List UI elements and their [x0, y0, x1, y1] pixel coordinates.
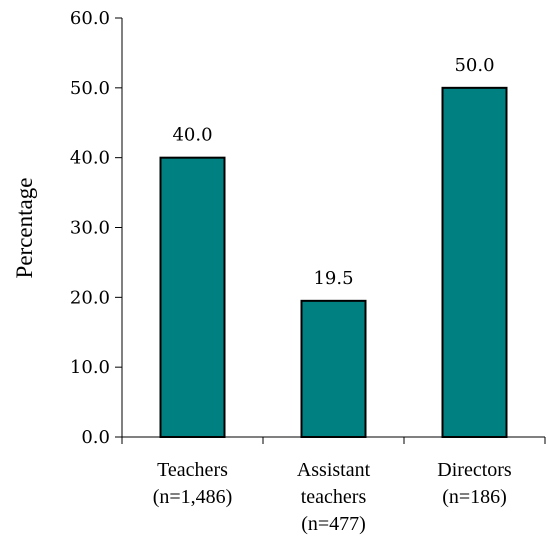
bar	[159, 156, 226, 439]
y-tick-label: 30.0	[70, 218, 110, 239]
category-label: (n=1,486)	[153, 486, 233, 508]
bars	[159, 86, 508, 439]
y-tick-label: 40.0	[70, 148, 110, 169]
y-axis-title: Percentage	[12, 178, 37, 279]
category-labels: Teachers (n=1,486) Assistant teachers (n=477…	[153, 459, 512, 535]
data-label: 19.5	[313, 268, 353, 289]
category-label: (n=186)	[442, 486, 507, 508]
category-label: (n=477)	[301, 513, 366, 535]
y-ticks: 0.0 10.0 20.0 30.0 40.0 50.0 60.0	[70, 8, 122, 448]
category-label: teachers	[301, 486, 367, 508]
bar	[441, 86, 508, 438]
y-tick-label: 50.0	[70, 78, 110, 99]
category-label: Assistant	[297, 459, 371, 481]
y-tick-label: 0.0	[81, 427, 110, 448]
y-tick-label: 10.0	[70, 357, 110, 378]
category-label: Teachers	[157, 459, 228, 481]
x-ticks	[121, 437, 546, 444]
data-labels: 40.0 19.5 50.0	[172, 55, 494, 289]
y-tick-label: 60.0	[70, 8, 110, 29]
category-label: Directors	[437, 459, 512, 481]
y-tick-label: 20.0	[70, 287, 110, 308]
bar	[300, 299, 367, 439]
data-label: 50.0	[454, 55, 494, 76]
data-label: 40.0	[172, 125, 212, 146]
